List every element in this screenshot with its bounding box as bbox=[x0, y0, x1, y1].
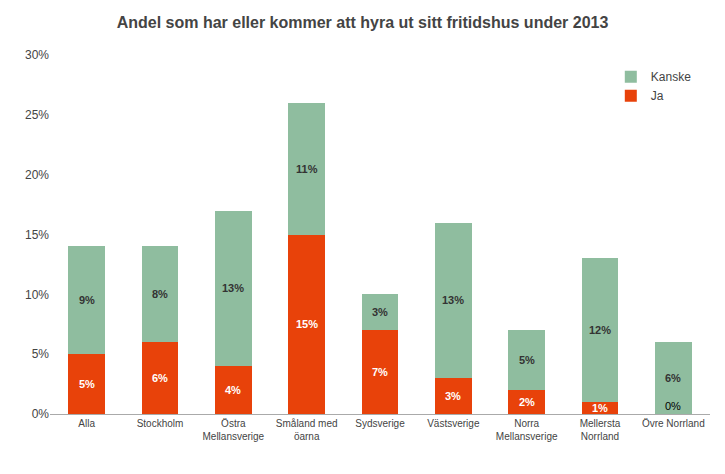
svg-text:Småland medöarna: Småland medöarna bbox=[276, 418, 338, 442]
svg-text:5%: 5% bbox=[519, 354, 535, 366]
svg-text:Kanske: Kanske bbox=[651, 70, 691, 84]
svg-text:7%: 7% bbox=[372, 366, 388, 378]
svg-text:11%: 11% bbox=[296, 163, 318, 175]
svg-text:3%: 3% bbox=[372, 306, 388, 318]
svg-text:8%: 8% bbox=[152, 288, 168, 300]
svg-text:Andel som har eller kommer att: Andel som har eller kommer att hyra ut s… bbox=[117, 14, 609, 31]
svg-text:12%: 12% bbox=[589, 324, 611, 336]
svg-text:3%: 3% bbox=[445, 390, 461, 402]
svg-text:Stockholm: Stockholm bbox=[137, 418, 184, 429]
svg-text:4%: 4% bbox=[225, 384, 241, 396]
svg-text:ÖstraMellansverige: ÖstraMellansverige bbox=[202, 418, 264, 442]
svg-text:Ja: Ja bbox=[651, 89, 664, 103]
svg-text:20%: 20% bbox=[25, 168, 49, 182]
svg-text:MellerstaNorrland: MellerstaNorrland bbox=[580, 418, 621, 442]
svg-text:9%: 9% bbox=[79, 294, 95, 306]
svg-text:5%: 5% bbox=[32, 347, 50, 361]
svg-text:15%: 15% bbox=[25, 228, 49, 242]
svg-text:13%: 13% bbox=[222, 282, 244, 294]
svg-text:0%: 0% bbox=[665, 400, 681, 412]
svg-text:13%: 13% bbox=[442, 294, 464, 306]
svg-text:Sydsverige: Sydsverige bbox=[355, 418, 405, 429]
svg-text:10%: 10% bbox=[25, 288, 49, 302]
svg-text:NorraMellansverige: NorraMellansverige bbox=[496, 418, 558, 442]
svg-text:1%: 1% bbox=[592, 402, 608, 414]
svg-text:Alla: Alla bbox=[78, 418, 95, 429]
svg-text:6%: 6% bbox=[665, 372, 681, 384]
svg-text:25%: 25% bbox=[25, 108, 49, 122]
svg-text:15%: 15% bbox=[296, 318, 318, 330]
svg-text:Västsverige: Västsverige bbox=[427, 418, 480, 429]
svg-text:6%: 6% bbox=[152, 372, 168, 384]
svg-text:2%: 2% bbox=[519, 396, 535, 408]
svg-text:5%: 5% bbox=[79, 378, 95, 390]
svg-text:30%: 30% bbox=[25, 48, 49, 62]
svg-text:Övre Norrland: Övre Norrland bbox=[642, 418, 705, 429]
svg-text:0%: 0% bbox=[32, 407, 50, 421]
